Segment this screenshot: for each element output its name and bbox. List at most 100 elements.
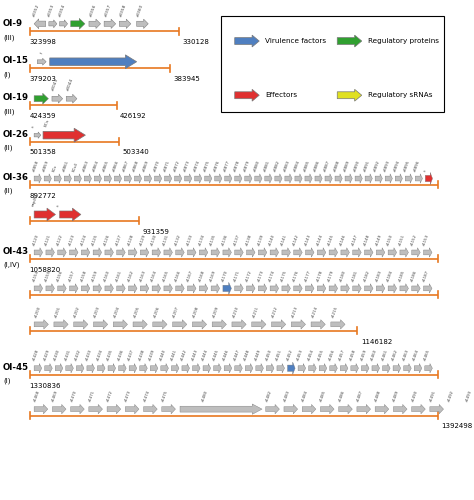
Text: z1475: z1475: [161, 390, 169, 402]
FancyArrow shape: [89, 19, 100, 28]
FancyArrow shape: [37, 58, 46, 65]
FancyArrow shape: [180, 404, 262, 414]
FancyArrow shape: [54, 320, 68, 329]
FancyArrow shape: [133, 320, 147, 329]
FancyArrow shape: [34, 132, 41, 138]
FancyArrow shape: [119, 19, 131, 28]
FancyArrow shape: [235, 364, 242, 373]
FancyArrow shape: [50, 55, 137, 68]
Text: z1155: z1155: [44, 269, 52, 282]
FancyArrow shape: [375, 404, 389, 414]
FancyArrow shape: [235, 174, 242, 183]
Text: OI-19: OI-19: [3, 93, 29, 102]
Text: z1151: z1151: [398, 234, 406, 246]
FancyArrow shape: [424, 284, 432, 293]
FancyArrow shape: [317, 248, 326, 257]
Text: z1122: z1122: [56, 234, 64, 246]
FancyArrow shape: [66, 94, 77, 103]
Text: c: c: [56, 204, 61, 207]
Text: (I): (I): [3, 378, 10, 384]
Text: z3358: z3358: [119, 3, 128, 17]
Text: z1176: z1176: [292, 269, 300, 282]
Text: z3886: z3886: [313, 160, 321, 172]
Text: z3891: z3891: [363, 160, 371, 172]
Text: z1132: z1132: [174, 234, 182, 246]
FancyArrow shape: [315, 174, 322, 183]
Text: z1187: z1187: [422, 269, 430, 282]
FancyArrow shape: [353, 284, 361, 293]
Text: z3887: z3887: [323, 160, 331, 172]
Text: z3894: z3894: [393, 160, 401, 172]
Text: z3043: z3043: [51, 78, 60, 92]
Text: z1127: z1127: [115, 234, 123, 246]
Text: z1160: z1160: [103, 269, 111, 282]
Text: 379203: 379203: [30, 76, 56, 82]
Text: OI-36: OI-36: [3, 173, 29, 182]
Text: z1180: z1180: [339, 269, 347, 282]
Text: z1130: z1130: [150, 234, 158, 246]
Text: z1205: z1205: [133, 305, 141, 318]
Text: z3872: z3872: [173, 160, 181, 172]
Text: z1138: z1138: [245, 234, 253, 246]
FancyArrow shape: [337, 35, 362, 47]
Text: z1469: z1469: [51, 390, 59, 402]
FancyArrow shape: [400, 248, 409, 257]
Text: z1185: z1185: [398, 269, 406, 282]
Text: (I,IV): (I,IV): [3, 262, 19, 268]
FancyArrow shape: [128, 284, 137, 293]
Text: 323998: 323998: [30, 39, 56, 45]
Text: z3888: z3888: [333, 160, 341, 172]
FancyArrow shape: [395, 174, 402, 183]
FancyArrow shape: [330, 364, 337, 373]
Text: z1184: z1184: [386, 269, 394, 282]
Text: z1211: z1211: [252, 305, 259, 318]
FancyArrow shape: [306, 248, 314, 257]
FancyArrow shape: [82, 284, 90, 293]
Text: z1491: z1491: [429, 390, 437, 402]
FancyArrow shape: [161, 364, 168, 373]
FancyArrow shape: [265, 174, 272, 183]
Text: z1457: z1457: [338, 349, 346, 362]
Text: z3871: z3871: [163, 160, 171, 172]
FancyArrow shape: [235, 284, 243, 293]
Text: z3044: z3044: [66, 78, 74, 92]
Text: z1468: z1468: [33, 390, 41, 402]
Text: z1436: z1436: [117, 349, 125, 362]
FancyArrow shape: [411, 404, 425, 414]
FancyArrow shape: [135, 174, 142, 183]
FancyArrow shape: [355, 174, 362, 183]
Text: z1447: z1447: [233, 349, 241, 362]
FancyArrow shape: [108, 364, 116, 373]
Text: z1144: z1144: [316, 234, 324, 246]
Text: z1473: z1473: [124, 390, 132, 402]
Text: z1206: z1206: [153, 305, 161, 318]
Text: z1487: z1487: [356, 390, 364, 402]
Text: z1170: z1170: [221, 269, 229, 282]
FancyArrow shape: [34, 94, 48, 104]
FancyArrow shape: [174, 174, 182, 183]
FancyArrow shape: [125, 404, 139, 414]
FancyArrow shape: [375, 174, 383, 183]
Text: z1129: z1129: [139, 234, 146, 246]
FancyArrow shape: [376, 284, 385, 293]
Text: z1146: z1146: [339, 234, 347, 246]
FancyArrow shape: [311, 320, 325, 329]
Text: z3878: z3878: [233, 160, 241, 172]
FancyArrow shape: [317, 284, 326, 293]
Text: z1172: z1172: [245, 269, 253, 282]
FancyArrow shape: [74, 174, 82, 183]
FancyArrow shape: [306, 284, 314, 293]
FancyArrow shape: [272, 320, 286, 329]
Text: z1154: z1154: [33, 269, 40, 282]
Text: z3352: z3352: [32, 3, 40, 17]
Text: 501358: 501358: [30, 150, 56, 156]
Text: f: f: [40, 52, 45, 55]
Text: (II): (II): [3, 188, 12, 194]
FancyArrow shape: [104, 19, 116, 28]
FancyArrow shape: [305, 174, 312, 183]
FancyArrow shape: [270, 284, 279, 293]
FancyArrow shape: [277, 364, 284, 373]
Text: z1148: z1148: [363, 234, 371, 246]
FancyArrow shape: [211, 248, 219, 257]
Text: z1434: z1434: [96, 349, 103, 362]
